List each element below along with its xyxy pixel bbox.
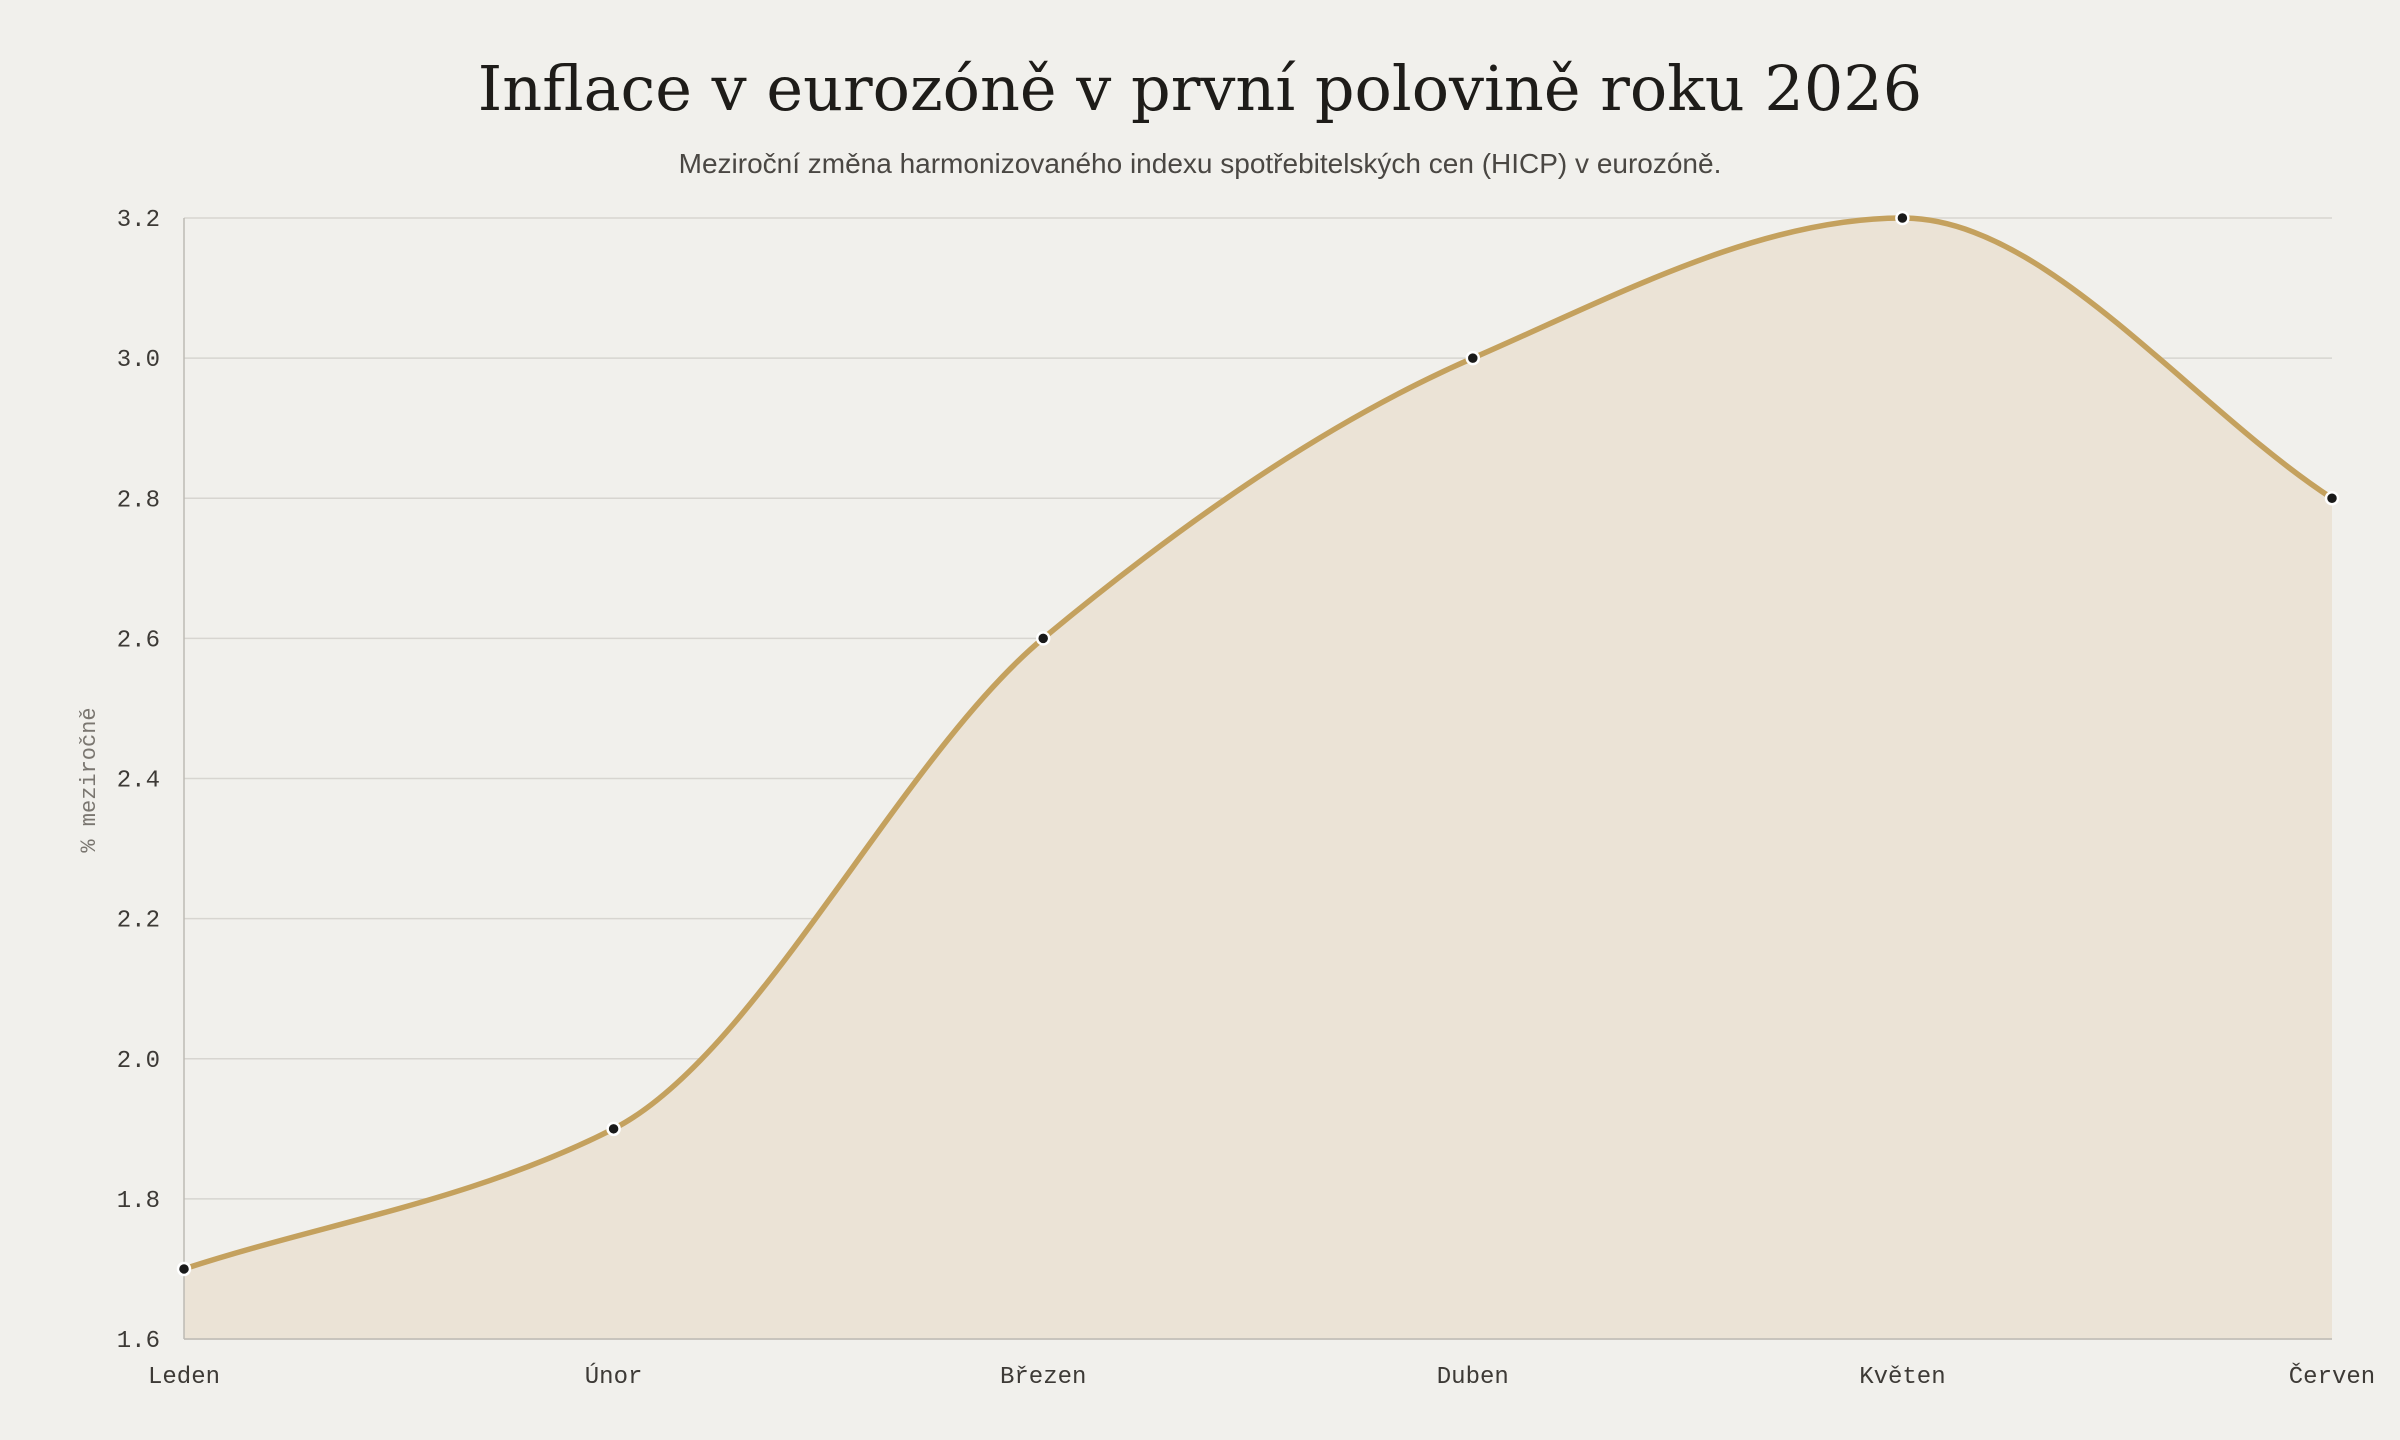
area-layer (181, 215, 2335, 1339)
y-axis-title: % meziročně (77, 707, 102, 852)
chart-title: Inflace v eurozóně v první polovině roku… (477, 52, 1923, 125)
y-tick-label: 2.0 (117, 1048, 160, 1075)
series-area-fill (184, 218, 2332, 1339)
y-tick-label: 1.8 (117, 1188, 160, 1215)
data-point (2324, 491, 2340, 506)
y-tick-label: 2.2 (117, 908, 160, 935)
data-point (1895, 210, 1910, 226)
y-tick-label: 1.6 (117, 1328, 160, 1355)
y-tick-label: 3.2 (117, 207, 160, 234)
x-tick-label: Červen (2289, 1362, 2375, 1391)
x-tick-label: Duben (1437, 1364, 1509, 1391)
x-tick-label: Květen (1859, 1364, 1945, 1391)
x-tick-label: Leden (148, 1364, 220, 1391)
data-points (176, 210, 2340, 1277)
chart-subtitle: Meziroční změna harmonizovaného indexu s… (678, 148, 1722, 179)
data-point (1465, 350, 1481, 366)
y-tick-label: 2.6 (117, 627, 160, 654)
data-point (1035, 631, 1051, 646)
y-tick-label: 3.0 (117, 347, 160, 374)
tick-labels: 1.6 1.8 2.0 2.2 2.4 2.6 2.8 3.0 3.2 Leden Únor Břez… (117, 207, 2375, 1391)
y-tick-label: 2.8 (117, 487, 160, 514)
axes (183, 218, 2332, 1340)
x-tick-label: Březen (1000, 1364, 1086, 1391)
x-tick-label: Únor (585, 1362, 643, 1391)
y-tick-label: 2.4 (117, 768, 160, 795)
series-line (181, 215, 2335, 1272)
data-point (606, 1121, 621, 1137)
data-point (176, 1261, 192, 1277)
